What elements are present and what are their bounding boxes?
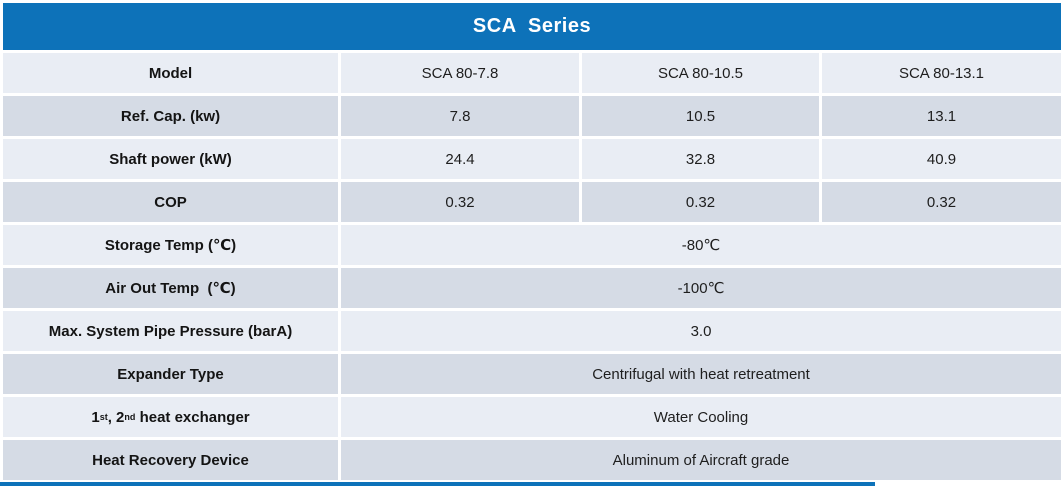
label-text: heat exchanger [135,408,250,426]
table-row-shaft-power: Shaft power (kW) 24.4 32.8 40.9 [3,139,1061,179]
cell-cop-col3: 0.32 [822,182,1061,222]
bottom-accent-bar [0,482,875,486]
cell-model-col3: SCA 80-13.1 [822,53,1061,93]
cell-shaft-power-col1: 24.4 [341,139,579,179]
table-row-storage-temp: Storage Temp (℃) -80℃ [3,225,1061,265]
row-label-max-pipe-pressure: Max. System Pipe Pressure (barA) [3,311,338,351]
table-body: Model SCA 80-7.8 SCA 80-10.5 SCA 80-13.1 Ref… [3,53,1061,480]
table-title-bar: SCA Series [3,3,1061,50]
row-label-cop: COP [3,182,338,222]
table-row-heat-recovery: Heat Recovery Device Aluminum of Aircraft… [3,440,1061,480]
cell-heat-exchanger-merged: Water Cooling [341,397,1061,437]
cell-ref-cap-col2: 10.5 [582,96,819,136]
table-row-cop: COP 0.32 0.32 0.32 [3,182,1061,222]
cell-model-col2: SCA 80-10.5 [582,53,819,93]
cell-air-out-temp-merged: -100℃ [341,268,1061,308]
cell-heat-recovery-merged: Aluminum of Aircraft grade [341,440,1061,480]
cell-ref-cap-col1: 7.8 [341,96,579,136]
spec-table: SCA Series Model SCA 80-7.8 SCA 80-10.5 SCA… [3,3,1061,480]
table-row-model: Model SCA 80-7.8 SCA 80-10.5 SCA 80-13.1 [3,53,1061,93]
row-label-shaft-power: Shaft power (kW) [3,139,338,179]
cell-expander-type-merged: Centrifugal with heat retreatment [341,354,1061,394]
row-label-heat-recovery: Heat Recovery Device [3,440,338,480]
row-label-model: Model [3,53,338,93]
table-row-air-out-temp: Air Out Temp (℃) -100℃ [3,268,1061,308]
row-label-expander-type: Expander Type [3,354,338,394]
cell-shaft-power-col2: 32.8 [582,139,819,179]
cell-ref-cap-col3: 13.1 [822,96,1061,136]
cell-storage-temp-merged: -80℃ [341,225,1061,265]
table-title: SCA Series [472,15,592,37]
row-label-air-out-temp: Air Out Temp (℃) [3,268,338,308]
cell-cop-col2: 0.32 [582,182,819,222]
row-label-ref-cap: Ref. Cap. (kw) [3,96,338,136]
row-label-storage-temp: Storage Temp (℃) [3,225,338,265]
table-row-ref-cap: Ref. Cap. (kw) 7.8 10.5 13.1 [3,96,1061,136]
cell-max-pipe-pressure-merged: 3.0 [341,311,1061,351]
label-text: , 2 [107,408,125,426]
table-row-max-pipe-pressure: Max. System Pipe Pressure (barA) 3.0 [3,311,1061,351]
label-text: 1 [91,408,100,426]
cell-cop-col1: 0.32 [341,182,579,222]
cell-shaft-power-col3: 40.9 [822,139,1061,179]
cell-model-col1: SCA 80-7.8 [341,53,579,93]
table-row-expander-type: Expander Type Centrifugal with heat retre… [3,354,1061,394]
